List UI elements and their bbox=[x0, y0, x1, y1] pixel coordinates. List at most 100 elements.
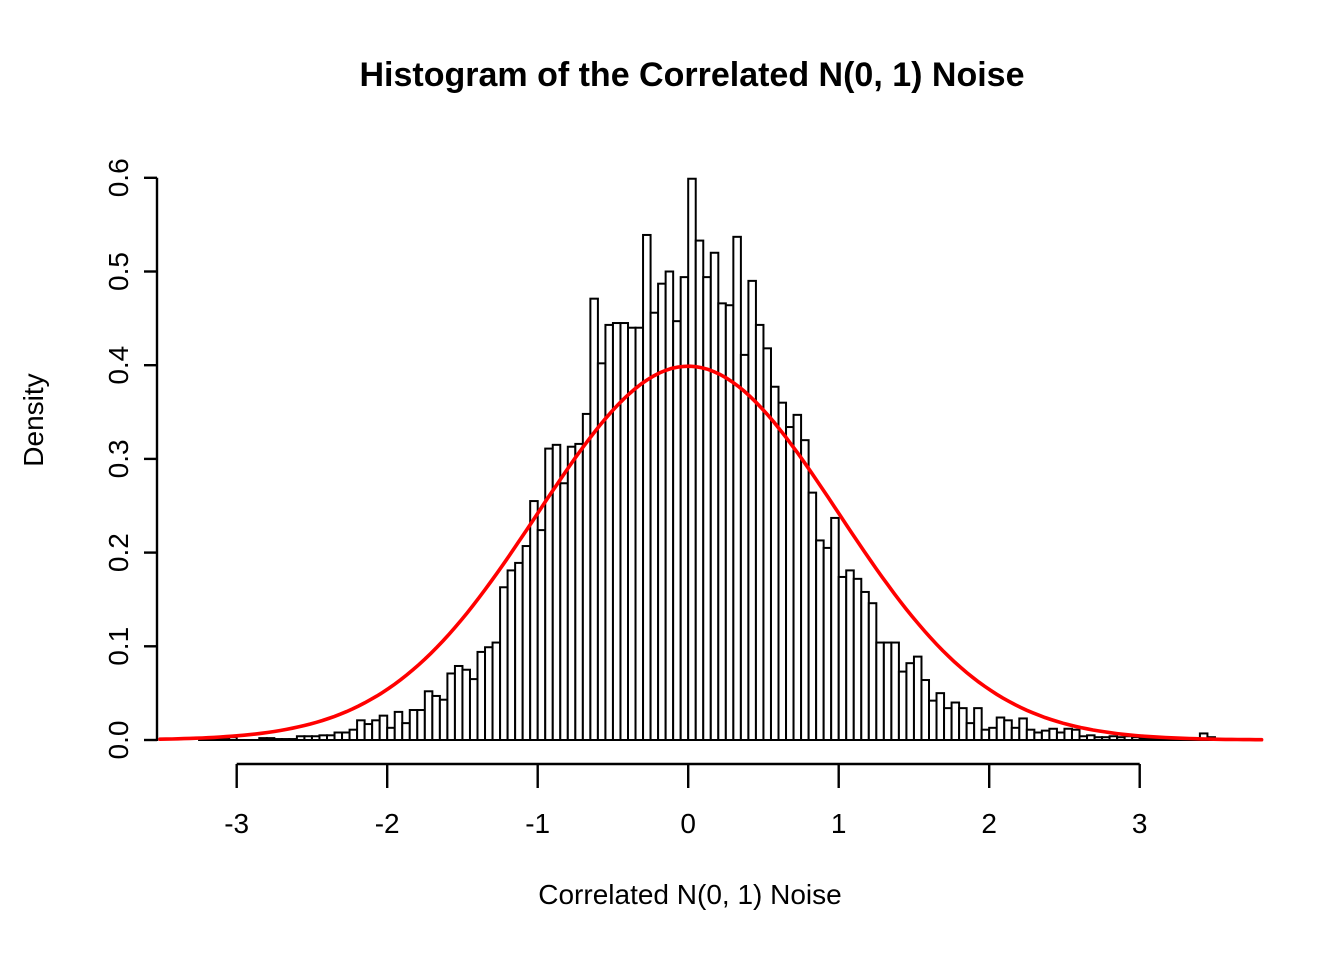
histogram-bar bbox=[1093, 736, 1104, 742]
histogram-bar bbox=[356, 719, 366, 742]
histogram-bar bbox=[950, 701, 961, 742]
histogram-bar bbox=[1086, 734, 1096, 742]
histogram-bar bbox=[220, 738, 231, 741]
histogram-bar bbox=[213, 738, 223, 741]
histogram-bar bbox=[1018, 717, 1028, 742]
histogram-bar bbox=[1033, 731, 1043, 741]
histogram-bar bbox=[589, 297, 599, 741]
histogram-bar bbox=[559, 482, 569, 741]
histogram-bar bbox=[1055, 731, 1066, 741]
histogram-bar bbox=[303, 735, 313, 741]
histogram-bar bbox=[679, 276, 690, 741]
histogram-bar bbox=[732, 235, 742, 742]
histogram-bar bbox=[310, 735, 321, 741]
x-tick-label: -2 bbox=[375, 808, 400, 839]
histogram-bar bbox=[604, 323, 614, 741]
histogram-bar bbox=[739, 353, 750, 741]
histogram-bar bbox=[995, 716, 1006, 742]
histogram-bar bbox=[912, 655, 923, 741]
histogram-bar bbox=[1040, 729, 1051, 742]
histogram-bar bbox=[920, 679, 931, 742]
histogram-bar bbox=[905, 662, 915, 741]
axes bbox=[144, 176, 1141, 788]
histogram-bar bbox=[882, 641, 893, 741]
histogram-bar bbox=[468, 678, 479, 741]
histogram-bar bbox=[431, 694, 441, 742]
histogram-bar bbox=[506, 569, 517, 742]
x-tick-label: 0 bbox=[680, 808, 696, 839]
histogram-bar bbox=[288, 738, 298, 741]
histogram-bar bbox=[566, 445, 577, 741]
histogram-bars bbox=[198, 177, 1216, 742]
normal-curve bbox=[158, 364, 1264, 742]
x-axis-label: Correlated N(0, 1) Noise bbox=[538, 879, 842, 910]
histogram-bar bbox=[890, 641, 900, 741]
histogram-bar bbox=[762, 347, 772, 741]
x-tick-label: 3 bbox=[1132, 808, 1148, 839]
histogram-bar bbox=[1070, 728, 1081, 742]
y-tick-label: 0.2 bbox=[103, 533, 134, 572]
histogram-bar bbox=[860, 590, 870, 742]
histogram-bar bbox=[499, 586, 509, 742]
histogram-bar bbox=[724, 304, 735, 741]
histogram-bar bbox=[1025, 728, 1036, 742]
histogram-bar bbox=[830, 516, 840, 741]
histogram-bar bbox=[747, 279, 757, 741]
histogram-bar bbox=[416, 709, 426, 742]
y-tick-label: 0.4 bbox=[103, 346, 134, 385]
histogram-bar bbox=[1131, 736, 1141, 742]
histogram-bar bbox=[386, 726, 396, 742]
histogram-bar bbox=[423, 690, 434, 742]
histogram-bar bbox=[792, 413, 803, 741]
histogram-bar bbox=[1010, 726, 1021, 742]
histogram-bar bbox=[777, 401, 788, 741]
histogram-bar bbox=[754, 323, 765, 741]
histogram-bar bbox=[1101, 736, 1111, 742]
histogram-bar bbox=[581, 412, 592, 741]
histogram-bar bbox=[536, 529, 547, 741]
histogram-bar bbox=[280, 738, 291, 741]
histogram-bar bbox=[514, 561, 524, 741]
histogram-bar bbox=[491, 641, 502, 741]
histogram-bar bbox=[446, 672, 456, 741]
histogram-bar bbox=[822, 546, 833, 741]
histogram-bar bbox=[807, 491, 818, 741]
histogram-bar bbox=[965, 722, 976, 742]
histogram-bar bbox=[326, 734, 336, 742]
histogram-bar bbox=[341, 731, 351, 741]
y-tick-label: 0.5 bbox=[103, 252, 134, 291]
histogram-bar bbox=[1116, 736, 1126, 742]
histogram-bar bbox=[694, 239, 705, 742]
x-tick-label: -3 bbox=[224, 808, 249, 839]
histogram-bar bbox=[852, 577, 863, 742]
histogram-bar bbox=[973, 707, 983, 742]
histogram-bar bbox=[273, 738, 283, 741]
histogram-bar bbox=[702, 276, 712, 741]
histogram-bar bbox=[672, 320, 682, 741]
histogram-bar bbox=[265, 737, 276, 742]
x-tick-label: -1 bbox=[525, 808, 550, 839]
histogram-bar bbox=[980, 728, 991, 742]
histogram-bar bbox=[958, 707, 968, 742]
histogram-bar bbox=[348, 728, 359, 742]
histogram-bar bbox=[371, 719, 381, 742]
histogram-bar bbox=[935, 692, 946, 742]
histogram-bar bbox=[1138, 737, 1149, 742]
y-tick-label: 0.3 bbox=[103, 439, 134, 478]
y-tick-label: 0.6 bbox=[103, 158, 134, 197]
histogram-bar bbox=[521, 545, 532, 741]
histogram-bar bbox=[318, 734, 329, 742]
tick-labels: -3 -2 -1 0 1 2 3 0.0 0.1 0.2 0.3 0.4 0.5 0.6 bbox=[103, 158, 1147, 839]
histogram-bar bbox=[295, 735, 306, 741]
histogram-bar bbox=[574, 442, 584, 741]
histogram-bar bbox=[837, 575, 848, 742]
histogram-bar bbox=[258, 737, 268, 742]
histogram-bar bbox=[529, 500, 539, 741]
y-tick-label: 0.1 bbox=[103, 627, 134, 666]
histogram-bar bbox=[393, 710, 404, 742]
histogram-bar bbox=[867, 602, 878, 742]
histogram-bar bbox=[363, 723, 374, 742]
histogram-bar bbox=[687, 177, 697, 742]
histogram-bar bbox=[484, 646, 494, 741]
histogram-bar bbox=[657, 282, 667, 741]
